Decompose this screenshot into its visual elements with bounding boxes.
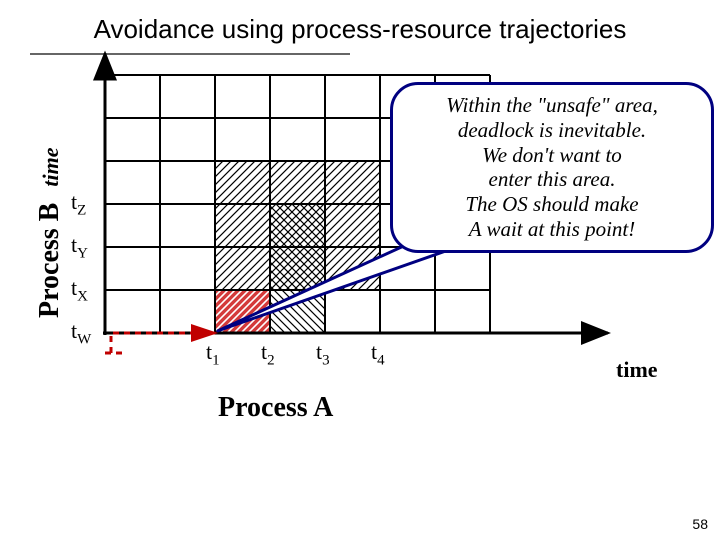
x-axis-label: Process A	[218, 392, 333, 424]
y-tick-tX: tX	[71, 275, 88, 305]
page-number: 58	[692, 516, 708, 532]
x-tick-t1: t1	[206, 339, 220, 369]
y-axis-label-main: Process B	[34, 203, 65, 318]
x-tick-t4: t4	[371, 339, 385, 369]
x-tick-t3: t3	[316, 339, 330, 369]
x-axis-time-label: time	[616, 357, 658, 383]
y-axis-label: Process B time	[34, 148, 66, 318]
y-tick-tW: tW	[71, 318, 91, 348]
y-tick-tZ: tZ	[71, 189, 86, 219]
y-tick-tY: tY	[71, 232, 88, 262]
x-tick-t2: t2	[261, 339, 275, 369]
callout-bubble: Within the "unsafe" area,deadlock is ine…	[390, 82, 714, 253]
y-axis-label-sub: time	[38, 148, 63, 187]
trajectory-diagram	[0, 0, 720, 540]
